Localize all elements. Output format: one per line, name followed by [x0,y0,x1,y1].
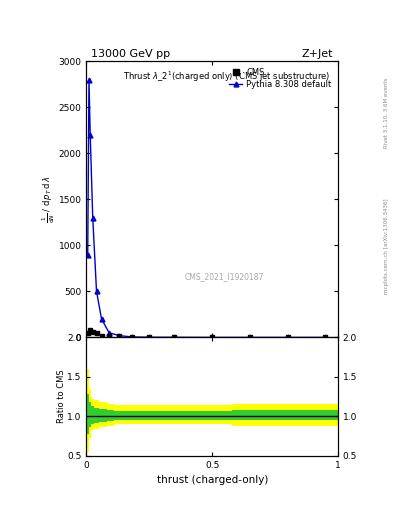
Text: mcplots.cern.ch [arXiv:1306.3436]: mcplots.cern.ch [arXiv:1306.3436] [384,198,389,293]
CMS [117,333,121,339]
Pythia 8.308 default [210,334,215,340]
Text: CMS_2021_I1920187: CMS_2021_I1920187 [185,272,264,281]
CMS [285,334,290,340]
CMS [99,332,104,338]
Legend: CMS, Pythia 8.308 default: CMS, Pythia 8.308 default [227,66,334,91]
Text: Rivet 3.1.10, 3.6M events: Rivet 3.1.10, 3.6M events [384,77,389,148]
Pythia 8.308 default [90,215,95,221]
Y-axis label: $\frac{1}{\mathrm{d}N}$ / $\mathrm{d}\,p_T\,\mathrm{d}\,\lambda$: $\frac{1}{\mathrm{d}N}$ / $\mathrm{d}\,p… [41,176,57,223]
Pythia 8.308 default [88,132,93,138]
Line: CMS: CMS [86,328,327,339]
CMS [210,334,215,340]
Pythia 8.308 default [147,334,152,340]
Pythia 8.308 default [117,332,121,338]
CMS [90,329,95,335]
Pythia 8.308 default [248,334,252,340]
X-axis label: thrust (charged-only): thrust (charged-only) [156,475,268,485]
Pythia 8.308 default [107,330,112,336]
CMS [248,334,252,340]
Pythia 8.308 default [99,316,104,322]
Pythia 8.308 default [323,334,328,340]
Pythia 8.308 default [94,288,99,294]
CMS [172,334,177,340]
CMS [85,330,90,336]
CMS [94,330,99,336]
Text: 13000 GeV pp: 13000 GeV pp [92,49,171,59]
CMS [107,333,112,339]
Pythia 8.308 default [86,77,91,83]
Pythia 8.308 default [85,251,90,258]
Text: Z+Jet: Z+Jet [301,49,333,59]
CMS [147,334,152,340]
Pythia 8.308 default [129,334,134,340]
CMS [129,334,134,340]
CMS [323,334,328,340]
CMS [88,327,93,333]
Text: Thrust $\lambda\_2^1$(charged only) (CMS jet substructure): Thrust $\lambda\_2^1$(charged only) (CMS… [123,70,331,84]
Y-axis label: Ratio to CMS: Ratio to CMS [57,370,66,423]
Line: Pythia 8.308 default: Pythia 8.308 default [85,77,328,340]
Pythia 8.308 default [172,334,177,340]
Pythia 8.308 default [285,334,290,340]
